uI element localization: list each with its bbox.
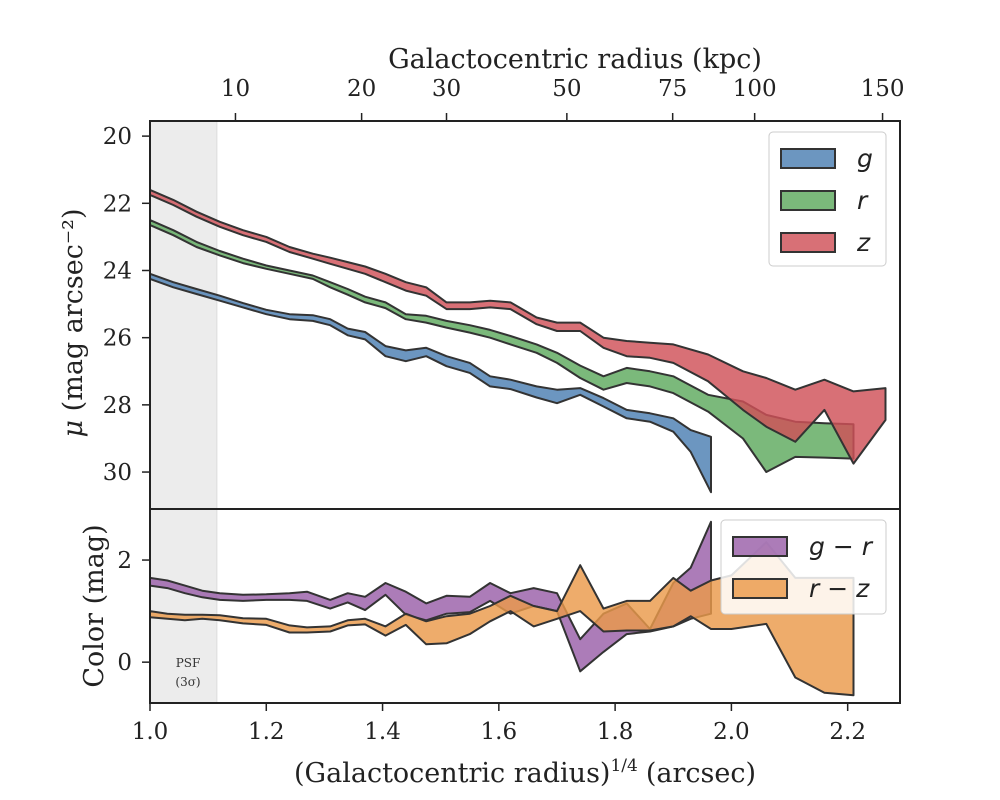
psf-shaded-region-top [149, 120, 218, 510]
x-axis-title-unit: (arcsec) [646, 758, 756, 789]
top-legend: grz [768, 131, 887, 267]
bottom-panel-frame [149, 508, 901, 704]
z-mag-band [149, 188, 887, 465]
bottom-legend-label: r − z [809, 574, 870, 603]
bottom-x-axis-title: (Galactocentric radius)1/4 (arcsec) [294, 756, 756, 789]
x-tick-label: 2.2 [829, 719, 866, 745]
g-mag-band [149, 272, 712, 494]
x-tick-label: 1.2 [248, 719, 285, 745]
y-tick-label: 2 [117, 548, 132, 574]
top-legend-label: z [856, 228, 871, 257]
r-z-color-band [149, 541, 855, 697]
y-tick-label: 28 [103, 393, 132, 419]
top-legend-label: g [857, 144, 873, 173]
top-legend-swatch [780, 148, 836, 169]
r-mag-band [149, 219, 855, 473]
top-legend-label: r [857, 186, 869, 215]
x-tick-label: 2.0 [713, 719, 750, 745]
kpc-tick-label: 20 [347, 76, 376, 102]
y-tick-label: 22 [103, 191, 132, 217]
bottom-legend-label: g − r [809, 532, 874, 561]
top-legend-swatch [780, 190, 836, 211]
kpc-tick-label: 100 [733, 76, 777, 102]
x-tick-label: 1.0 [132, 719, 169, 745]
kpc-tick-label: 10 [221, 76, 250, 102]
psf-label: PSF [176, 656, 201, 670]
psf-sigma-label: (3σ) [175, 675, 200, 689]
bottom-legend: g − r r − z [720, 519, 887, 615]
bottom-legend-swatch [732, 578, 788, 599]
y-tick-label: 0 [117, 650, 132, 676]
x-tick-label: 1.8 [597, 719, 634, 745]
kpc-tick-label: 30 [432, 76, 461, 102]
kpc-tick-label: 50 [552, 76, 581, 102]
bottom-y-axis-title: Color (mag) [79, 524, 110, 687]
y-tick-label: 20 [103, 124, 132, 150]
x-tick-label: 1.6 [481, 719, 518, 745]
y-tick-label: 26 [103, 326, 132, 352]
x-tick-label: 1.4 [364, 719, 401, 745]
top-y-axis-title: μ (mag arcsec⁻²) [58, 209, 89, 438]
surface-brightness-panel: 20 22 24 26 28 30 10 20 30 50 75 100 150 Galactocen… [58, 44, 905, 510]
y-tick-label: 24 [103, 258, 132, 284]
top-x-axis-title: Galactocentric radius (kpc) [388, 44, 762, 75]
psf-shaded-region-bottom [149, 508, 218, 704]
kpc-tick-label: 75 [658, 76, 687, 102]
color-panel: PSF (3σ) 0 2 1.0 1.2 1.4 1.6 1.8 2.0 2.2 Color … [79, 508, 901, 789]
x-axis-title-exponent: 1/4 [610, 756, 637, 776]
kpc-tick-label: 150 [861, 76, 905, 102]
g-r-color-band [149, 520, 712, 673]
y-tick-label: 30 [103, 460, 132, 486]
top-legend-swatch [780, 232, 836, 253]
x-axis-title-main: (Galactocentric radius) [294, 758, 610, 789]
bottom-legend-swatch [732, 536, 788, 557]
